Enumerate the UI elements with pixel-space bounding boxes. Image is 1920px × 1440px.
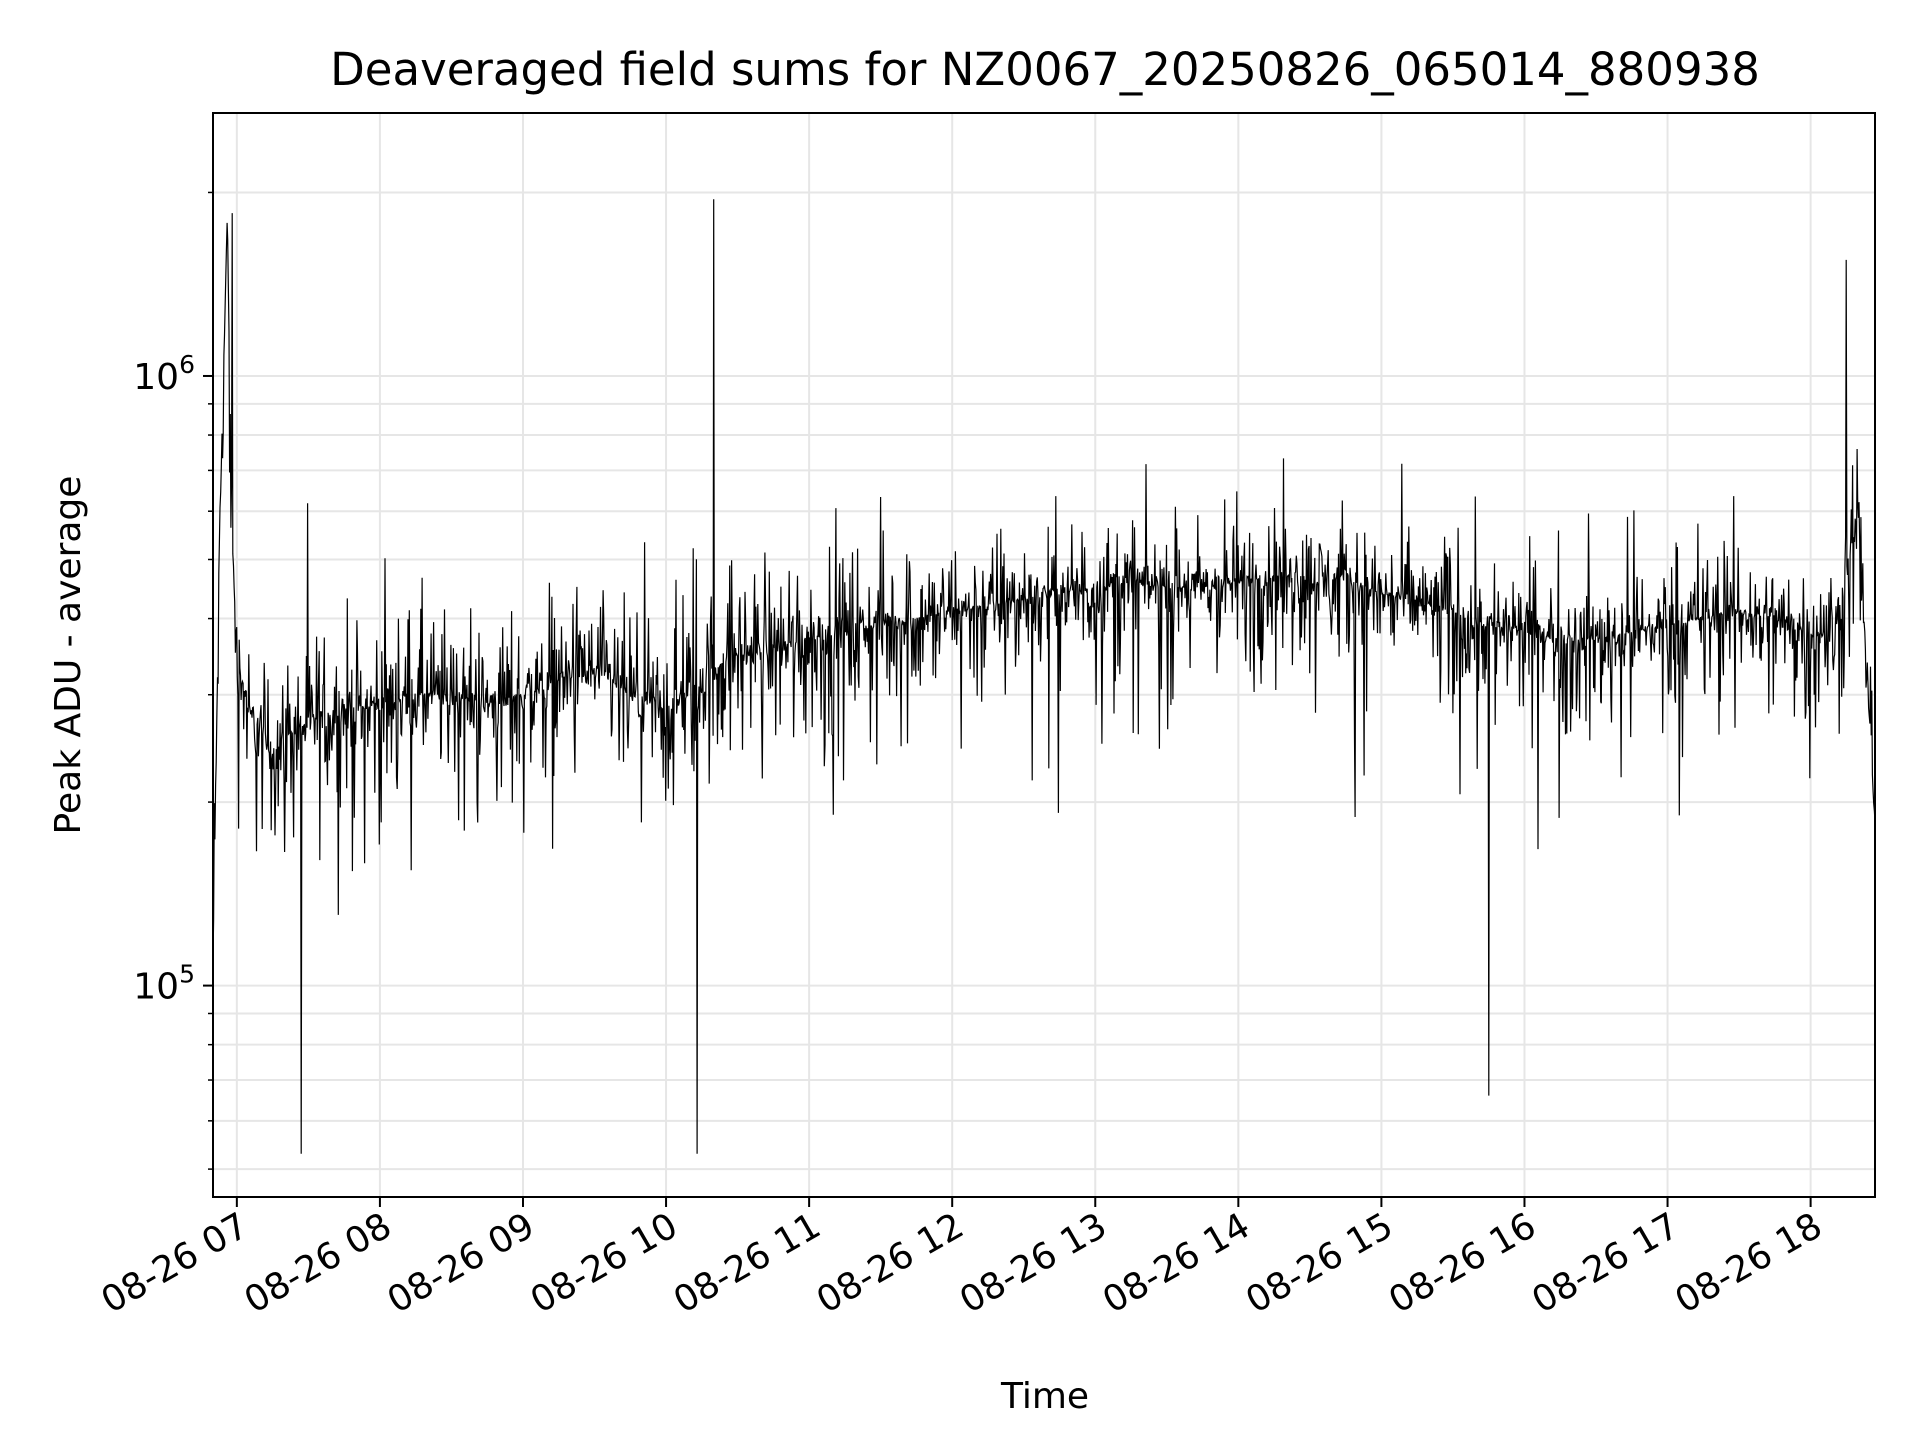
x-tick-label: 08-26 13 — [953, 1205, 1114, 1321]
y-tick-label: 106 — [133, 350, 195, 398]
plot-area-frame — [212, 112, 1876, 1198]
x-tick-label: 08-26 07 — [95, 1205, 256, 1321]
series-line-layer — [212, 199, 1876, 1154]
x-tick-label: 08-26 18 — [1668, 1205, 1829, 1321]
x-tick-label: 08-26 09 — [381, 1205, 542, 1321]
x-tick-label: 08-26 17 — [1525, 1205, 1686, 1321]
x-tick-label: 08-26 12 — [810, 1205, 971, 1321]
x-tick-label: 08-26 15 — [1239, 1205, 1400, 1321]
chart-title: Deaveraged field sums for NZ0067_2025082… — [330, 43, 1760, 96]
x-axis-label: Time — [1000, 1376, 1089, 1417]
series-line — [212, 199, 1876, 1154]
x-tick-label: 08-26 10 — [524, 1205, 685, 1321]
y-axis-ticks: 105 106 — [133, 191, 213, 1170]
y-axis-label: Peak ADU - average — [48, 476, 89, 835]
x-tick-label: 08-26 08 — [238, 1205, 399, 1321]
x-tick-label: 08-26 11 — [667, 1205, 828, 1321]
x-tick-label: 08-26 16 — [1382, 1205, 1543, 1321]
grid — [213, 113, 1875, 1197]
x-tick-label: 08-26 14 — [1096, 1205, 1257, 1321]
y-tick-label: 105 — [133, 960, 195, 1008]
